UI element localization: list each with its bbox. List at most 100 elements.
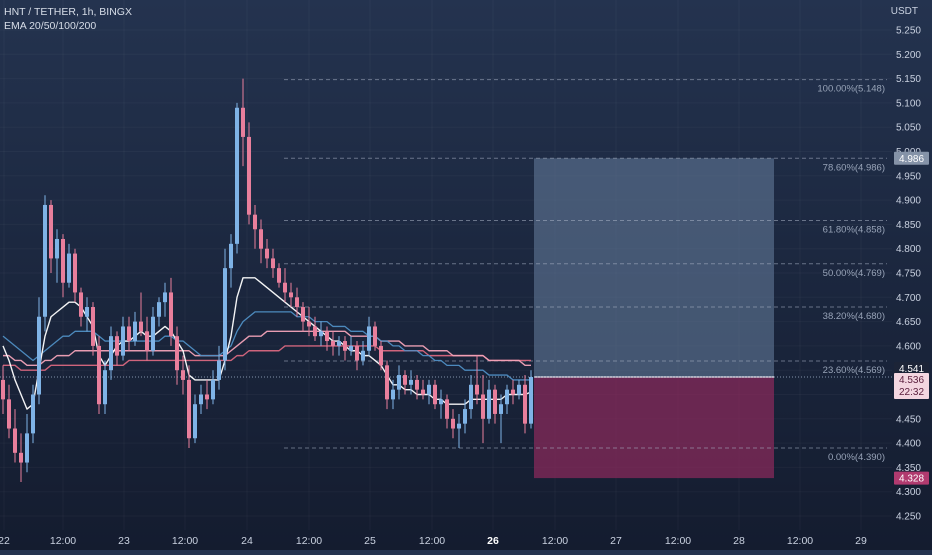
stop-zone (534, 377, 774, 479)
candle-up (469, 384, 473, 410)
candle-down (385, 365, 389, 400)
candle-down (169, 292, 173, 337)
candle-up (193, 404, 197, 439)
candle-down (145, 331, 149, 351)
candle-down (115, 336, 119, 356)
fib-level-label: 50.00%(4.769) (823, 268, 885, 279)
candle-down (73, 253, 77, 293)
candle-up (55, 238, 59, 259)
candle-down (49, 204, 53, 259)
candle-down (373, 326, 377, 346)
candle-up (349, 345, 353, 351)
candle-up (361, 350, 365, 361)
candle-up (487, 389, 491, 419)
candle-up (85, 307, 89, 317)
time-axis-label: 12:00 (419, 535, 445, 547)
candle-down (247, 136, 251, 215)
fib-level-label: 100.00%(5.148) (817, 84, 885, 95)
candle-up (157, 302, 161, 317)
time-axis-label: 12:00 (296, 535, 322, 547)
price-axis-tick: 4.350 (896, 463, 921, 474)
price-axis-tick: 4.300 (896, 487, 921, 498)
candle-down (253, 214, 257, 230)
candles (1, 78, 533, 482)
candle-down (277, 268, 281, 283)
time-axis-label: 12:00 (665, 535, 691, 547)
candle-up (529, 377, 533, 424)
price-axis-tick: 4.700 (896, 293, 921, 304)
candle-down (139, 321, 143, 332)
fib-level-label: 23.60%(4.569) (823, 365, 885, 376)
position-zones (0, 158, 892, 479)
candle-down (205, 394, 209, 400)
candle-down (403, 375, 407, 385)
time-axis-label: 12:00 (787, 535, 813, 547)
candle-down (7, 399, 11, 429)
candle-up (391, 389, 395, 400)
indicator-title[interactable]: EMA 20/50/100/200 (4, 20, 97, 32)
price-axis-tick: 5.200 (896, 50, 921, 61)
candle-up (517, 384, 521, 395)
price-axis-tick: 5.050 (896, 123, 921, 134)
candle-up (439, 399, 443, 405)
time-axis-label: 29 (855, 535, 867, 547)
candle-up (151, 316, 155, 351)
candle-down (313, 326, 317, 337)
candle-up (217, 360, 221, 380)
candle-down (523, 384, 527, 424)
candle-down (475, 384, 479, 395)
candle-down (451, 418, 455, 429)
candle-down (355, 345, 359, 361)
stop-price-badge: 4.328 (899, 474, 924, 485)
candle-up (37, 316, 41, 395)
fib-level-label: 78.60%(4.986) (823, 162, 885, 173)
candle-up (223, 268, 227, 361)
candle-down (97, 345, 101, 405)
candle-up (211, 379, 215, 400)
candle-down (241, 107, 245, 137)
candle-down (307, 321, 311, 327)
candle-up (43, 204, 47, 317)
candle-up (25, 433, 29, 463)
ema-price-badge-bg (894, 362, 929, 376)
target-price-badge-bg (894, 151, 929, 165)
time-axis[interactable]: 22 12:00 23 12:00 24 12:00 25 12:00 26 12:00 27 12:… (0, 535, 867, 547)
candle-down (19, 452, 23, 463)
price-axis-tick: 4.250 (896, 512, 921, 523)
candle-down (343, 341, 347, 351)
price-axis-tick: 5.100 (896, 98, 921, 109)
price-axis-tick: 4.900 (896, 196, 921, 207)
candle-up (121, 326, 125, 356)
candle-up (133, 321, 137, 342)
candle-down (187, 379, 191, 439)
candle-up (397, 375, 401, 390)
stop-price-badge-bg (894, 471, 929, 485)
candle-down (61, 238, 65, 283)
price-axis-tick: 4.600 (896, 341, 921, 352)
candle-down (445, 399, 449, 419)
target-price-badge: 4.986 (899, 154, 924, 165)
symbol-title[interactable]: HNT / TETHER, 1h, BINGX (4, 6, 132, 18)
time-axis-label: 24 (241, 535, 253, 547)
target-zone (534, 158, 774, 378)
time-axis-label: 12:00 (542, 535, 568, 547)
ema-price-badge: 4.541 (899, 364, 924, 375)
candle-down (301, 307, 305, 322)
fib-level-label: 38.20%(4.680) (823, 311, 885, 322)
fibonacci-retracement[interactable]: 100.00%(5.148) 78.60%(4.986) 61.80%(4.858)… (284, 79, 887, 463)
last-price-badge-bg (894, 373, 929, 400)
candle-down (181, 370, 185, 380)
candle-down (271, 258, 275, 269)
price-axis[interactable]: USDT5.2505.2005.1505.1005.0505.0004.9504… (891, 6, 922, 523)
time-axis-label: 27 (610, 535, 622, 547)
candle-down (433, 384, 437, 405)
candle-down (493, 389, 497, 414)
candle-up (103, 370, 107, 405)
candle-up (235, 107, 239, 244)
candle-up (163, 292, 167, 303)
candle-up (463, 409, 467, 424)
chart-legend[interactable]: HNT / TETHER, 1h, BINGX EMA 20/50/100/20… (4, 5, 132, 33)
price-axis-tick: 4.850 (896, 220, 921, 231)
